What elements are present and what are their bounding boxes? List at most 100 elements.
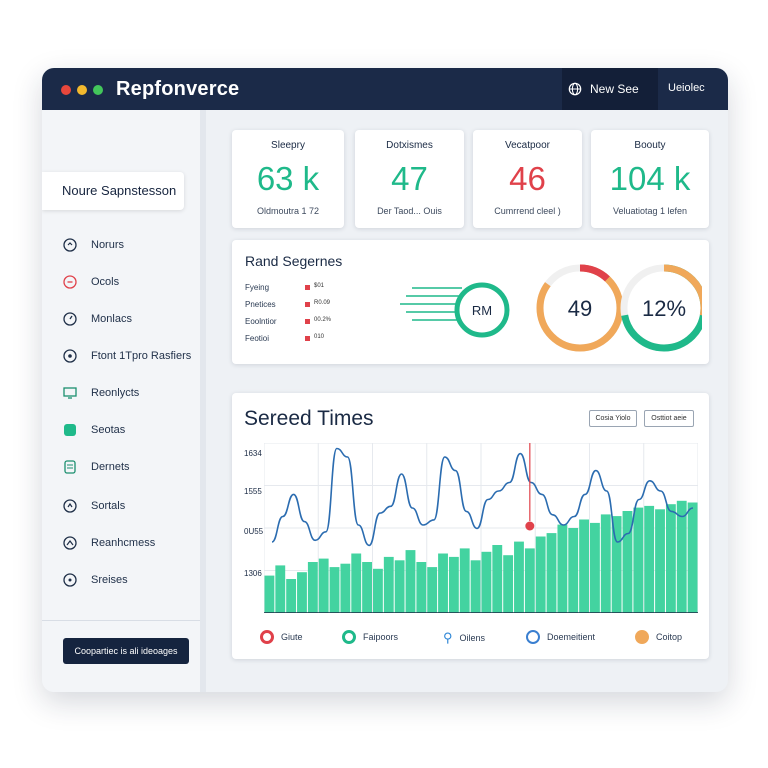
segment-row: Feotioi 010 xyxy=(245,334,330,343)
chart-bar xyxy=(579,519,589,613)
speed-label: RM xyxy=(472,303,492,318)
speed-lines xyxy=(400,287,462,321)
chart-bar xyxy=(644,505,655,613)
chart-bar xyxy=(297,572,307,613)
legend-label: Coitop xyxy=(656,632,683,642)
chart-card: Sereed Times Cosia Yiolo Osttiot aeie 16… xyxy=(232,393,709,659)
segment-marker xyxy=(305,285,310,290)
stat-card[interactable]: Boouty 104 k Veluatiotag 1 lefen xyxy=(591,130,709,228)
legend-item[interactable]: Doemeitient xyxy=(526,630,595,644)
sidebar-item-label: Reanhcmess xyxy=(91,537,156,549)
chart-options-button[interactable]: Osttiot aeie xyxy=(644,410,694,427)
stat-title: Vecatpoor xyxy=(504,140,551,151)
stat-title: Boouty xyxy=(634,140,666,151)
legend-item[interactable]: Giute xyxy=(260,630,303,644)
gauge-accent-arc xyxy=(620,264,702,352)
chart-bar xyxy=(394,560,405,613)
chart-bar xyxy=(470,560,481,613)
sidebar-item-label: Sortals xyxy=(91,500,126,512)
gauge-accent-arc xyxy=(536,264,624,352)
segment-row: Eoolntior 00.2% xyxy=(245,317,332,326)
chart-filter-button[interactable]: Cosia Yiolo xyxy=(589,410,637,427)
legend-label: Giute xyxy=(281,632,303,642)
maximize-window-button[interactable] xyxy=(93,85,103,95)
chart-bar xyxy=(535,536,546,613)
sidebar-item-label: Monlacs xyxy=(91,313,132,325)
chart-bar xyxy=(373,568,383,613)
alert-circle-icon xyxy=(62,274,78,290)
sidebar-divider xyxy=(42,620,200,621)
sidebar-item-label: Seotas xyxy=(91,424,126,436)
stat-value: 104 k xyxy=(609,160,691,197)
legend-blue-icon xyxy=(526,630,540,644)
sidebar-item-monlacs[interactable]: Monlacs xyxy=(62,308,132,330)
segment-label: Pnetices xyxy=(245,300,276,309)
segment-gauges: RM 49 12% xyxy=(400,264,702,352)
chart-bar xyxy=(307,562,318,613)
top-link[interactable]: Ueiolec xyxy=(668,82,705,94)
stat-subtext: Cumrrend cleel ) xyxy=(494,206,561,216)
document-icon xyxy=(62,459,78,475)
legend-teal-icon xyxy=(342,630,356,644)
chart-bar xyxy=(438,553,448,613)
chart-circle-icon xyxy=(62,535,78,551)
gauge-chart: 49 xyxy=(536,264,624,352)
sidebar-header[interactable]: Noure Sapnstesson xyxy=(42,172,184,210)
sidebar-item-label: Dernets xyxy=(91,461,130,473)
segment-label: Fyeing xyxy=(245,283,270,292)
stat-title: Sleepry xyxy=(271,140,305,151)
segment-value: R0.09 xyxy=(314,300,331,306)
sidebar-item-norurs[interactable]: Norurs xyxy=(62,234,124,256)
legend-label: Doemeitient xyxy=(547,632,596,642)
legend-item[interactable]: ⚲ Oilens xyxy=(443,630,485,646)
minimize-window-button[interactable] xyxy=(77,85,87,95)
stat-value: 63 k xyxy=(256,160,320,197)
chart-bar xyxy=(568,528,579,613)
stat-subtext: Veluatiotag 1 lefen xyxy=(612,206,688,216)
chart-bar xyxy=(286,579,297,613)
close-window-button[interactable] xyxy=(61,85,71,95)
sidebar-item-sortals[interactable]: Sortals xyxy=(62,495,125,517)
legend-label: Faipoors xyxy=(363,632,399,642)
chart-bar xyxy=(383,556,394,613)
segment-value: 00.2% xyxy=(314,317,332,323)
sidebar-item-reonlycts[interactable]: Reonlycts xyxy=(62,382,139,404)
time-series-chart[interactable] xyxy=(264,443,698,613)
legend-item[interactable]: Faipoors xyxy=(342,630,398,644)
chart-bar xyxy=(557,524,568,613)
sidebar-item-reanhcmess[interactable]: Reanhcmess xyxy=(62,532,155,554)
segment-marker xyxy=(305,319,310,324)
sidebar-item-sreises[interactable]: Sreises xyxy=(62,569,128,591)
segment-value: 010 xyxy=(314,334,325,340)
sidebar-item-dernets[interactable]: Dernets xyxy=(62,456,130,478)
stat-card[interactable]: Sleepry 63 k Oldmoutra 1 72 xyxy=(232,130,344,228)
new-button[interactable]: New See xyxy=(562,68,658,110)
settings-circle-icon xyxy=(62,498,78,514)
sidebar-item-ftont-1tpro-rasfiers[interactable]: Ftont 1Tpro Rasfiers xyxy=(62,345,191,367)
chart-bar xyxy=(600,514,611,613)
sidebar: Noure Sapnstesson Norurs Ocols Monlacs Fton… xyxy=(42,110,206,692)
chart-bar xyxy=(264,575,275,613)
sidebar-item-seotas[interactable]: Seotas xyxy=(62,419,125,441)
legend-item[interactable]: Coitop xyxy=(635,630,682,644)
chart-bar xyxy=(405,550,416,613)
chart-title: Sereed Times xyxy=(244,407,374,430)
y-tick-label: 0U55 xyxy=(244,527,264,536)
legend-pin-icon: ⚲ xyxy=(443,630,453,645)
square-icon xyxy=(62,422,78,438)
chart-bar xyxy=(633,507,644,613)
sidebar-action-button[interactable]: Coopartiec is ali ideoages xyxy=(63,638,189,664)
gauge-value: 12% xyxy=(642,296,686,321)
segment-label: Feotioi xyxy=(245,334,270,343)
sidebar-item-ocols[interactable]: Ocols xyxy=(62,271,119,293)
stat-card[interactable]: Vecatpoor 46 Cumrrend cleel ) xyxy=(473,130,582,228)
chart-bar xyxy=(514,541,524,613)
chart-bar xyxy=(427,567,438,613)
stat-card[interactable]: Dotxismes 47 Der Taod... Ouis xyxy=(355,130,464,228)
marker-dot[interactable] xyxy=(525,521,535,531)
chart-bar xyxy=(459,548,470,613)
segment-row: Pnetices R0.09 xyxy=(245,300,330,309)
legend-label: Oilens xyxy=(459,633,486,643)
chart-bar xyxy=(329,567,340,613)
chart-bar xyxy=(611,516,622,613)
